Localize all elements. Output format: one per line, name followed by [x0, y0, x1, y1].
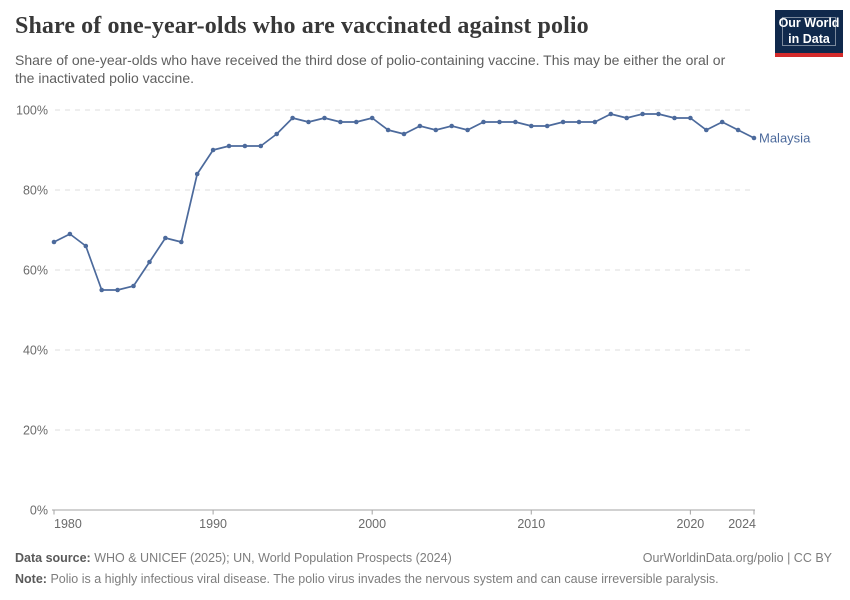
y-tick-label-40: 40% [23, 344, 48, 358]
series-label-malaysia: Malaysia [759, 131, 811, 146]
data-point-1991 [226, 143, 232, 149]
data-point-2001 [385, 127, 391, 133]
data-point-2016 [624, 115, 629, 121]
data-point-1983 [99, 287, 104, 293]
data-point-1997 [322, 115, 327, 121]
data-point-1990 [210, 147, 216, 153]
data-point-2000 [369, 115, 375, 121]
data-point-1982 [83, 243, 89, 249]
data-point-2004 [433, 127, 439, 133]
data-point-1996 [306, 119, 311, 125]
data-point-2012 [560, 119, 566, 125]
data-point-2013 [576, 119, 582, 125]
data-point-1980 [51, 239, 57, 245]
data-point-1994 [274, 131, 280, 137]
malaysia-line-series [53, 113, 755, 291]
data-point-2007 [481, 119, 486, 125]
y-tick-label-80: 80% [23, 184, 48, 198]
owid-logo: Our World in Data [775, 10, 843, 57]
x-tick-label-1990: 1990 [199, 517, 227, 531]
x-tick-label-1980: 1980 [54, 517, 82, 531]
owid-link[interactable]: OurWorldinData.org/polio | CC BY [642, 551, 832, 565]
data-point-2017 [640, 111, 645, 117]
data-point-2018 [656, 111, 661, 117]
footer-note-text: Polio is a highly infectious viral disea… [50, 572, 719, 587]
owid-logo-line2: in Data [788, 31, 830, 46]
data-point-1992 [242, 143, 248, 149]
data-source-label: Data source: [15, 551, 91, 565]
data-source: Data source: WHO & UNICEF (2025); UN, Wo… [15, 549, 452, 567]
data-point-1988 [179, 239, 184, 245]
y-tick-label-0: 0% [30, 504, 48, 518]
data-point-1984 [115, 287, 120, 293]
page-title: Share of one-year-olds who are vaccinate… [15, 13, 589, 39]
data-point-1985 [131, 283, 136, 289]
data-point-2002 [401, 131, 407, 137]
data-point-2023 [735, 127, 741, 133]
data-point-2015 [608, 111, 614, 117]
data-point-1993 [258, 143, 264, 149]
data-point-2024 [751, 135, 757, 141]
data-source-text: WHO & UNICEF (2025); UN, World Populatio… [94, 551, 452, 565]
data-point-1981 [67, 231, 73, 237]
footer-note-label: Note: [15, 572, 47, 587]
x-tick-label-2024: 2024 [728, 517, 756, 531]
x-tick-label-2020: 2020 [676, 517, 704, 531]
chart-footer: Data source: WHO & UNICEF (2025); UN, Wo… [15, 549, 832, 588]
data-point-1995 [290, 115, 295, 121]
data-point-1986 [147, 259, 152, 265]
data-point-2005 [449, 123, 455, 129]
y-tick-label-60: 60% [23, 264, 48, 278]
data-point-2003 [417, 123, 423, 129]
data-point-2010 [529, 123, 534, 129]
data-point-2020 [688, 115, 693, 121]
data-point-2011 [544, 123, 550, 129]
footer-note: Note: Polio is a highly infectious viral… [15, 570, 832, 588]
data-point-2019 [672, 115, 677, 121]
owid-logo-line1: Our World [778, 16, 840, 31]
data-point-2008 [497, 119, 502, 125]
data-point-1987 [163, 235, 168, 241]
data-point-2009 [513, 119, 518, 125]
data-point-1999 [354, 119, 359, 125]
data-point-1989 [194, 171, 200, 177]
x-tick-label-2000: 2000 [358, 517, 386, 531]
y-tick-label-100: 100% [16, 104, 48, 118]
data-point-2022 [719, 119, 725, 125]
data-point-2021 [704, 127, 709, 133]
data-point-2014 [592, 119, 598, 125]
data-point-1998 [338, 119, 343, 125]
x-tick-label-2010: 2010 [517, 517, 545, 531]
data-point-2006 [465, 127, 470, 133]
chart-subtitle: Share of one-year-olds who have received… [15, 52, 726, 86]
owid-logo-text: Our World in Data [779, 16, 839, 46]
y-tick-label-20: 20% [23, 424, 48, 438]
